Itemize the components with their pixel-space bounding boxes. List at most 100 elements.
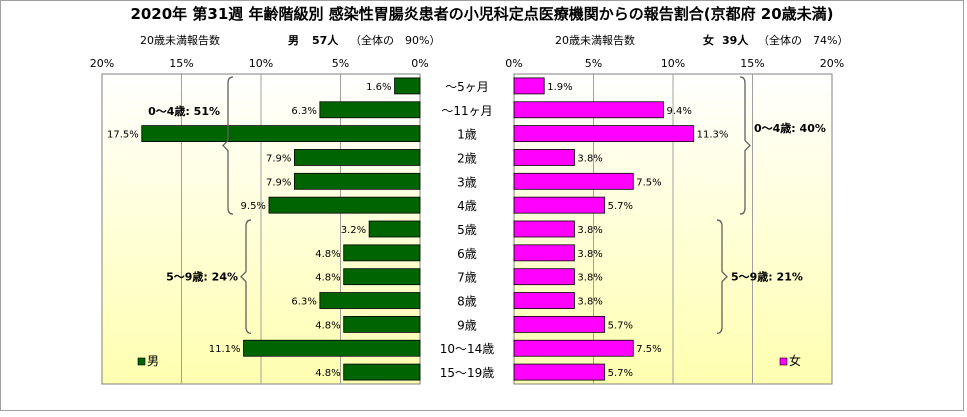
male-bar [268,196,421,214]
female-group-label: 5～9歳: 21% [731,270,803,284]
category-label: ～5ヶ月 [445,80,489,94]
category-label: 4歳 [457,199,477,213]
female-bar [513,244,575,262]
category-label: 8歳 [457,295,477,309]
male-bar [343,363,421,381]
male-bar [368,220,421,238]
male-bar [394,77,421,95]
male-header-subtitle: 20歳未満報告数 [140,34,220,47]
male-bar [319,101,421,119]
male-value-label: 3.2% [341,225,366,236]
female-bar [513,315,606,333]
category-label: 7歳 [457,271,477,285]
male-legend-swatch [137,357,146,366]
female-value-label: 3.8% [577,153,602,164]
male-bar [343,244,421,262]
female-tick-label: 15% [740,57,764,70]
male-bar [293,172,421,190]
category-label: 1歳 [457,128,477,142]
male-header-share: （全体の 90%） [350,33,440,47]
male-bar [343,268,421,286]
female-value-label: 9.4% [666,106,691,117]
category-label: 3歳 [457,175,477,189]
male-group-label: 5～9歳: 24% [166,270,238,284]
male-tick-label: 10% [249,57,273,70]
male-value-label: 7.9% [266,153,291,164]
female-legend-label: 女 [789,353,801,368]
female-panel: 0% 5% 10% 15% 20% 1.9% 9.4% 11.3% 3.8% 7.5% 5.7% 3.… [505,57,844,385]
female-header-subtitle: 20歳未満報告数 [555,34,635,47]
female-tick-label: 5% [585,57,602,70]
male-value-label: 17.5% [107,130,139,141]
female-bar [513,77,545,95]
male-panel: 20% 15% 10% 5% 0% 1.6% 6.3% 17.5% 7.9% 7.9% 9.5% 3.… [90,57,429,385]
female-value-label: 3.8% [577,297,602,308]
female-group-bracket [716,219,728,334]
male-value-label: 6.3% [291,297,316,308]
female-bar [513,339,634,357]
female-value-label: 5.7% [608,320,633,331]
female-header-count: 39人 [722,33,749,47]
category-label: ～11ヶ月 [441,104,492,118]
male-value-label: 4.8% [315,320,340,331]
female-legend-swatch [779,357,788,366]
male-value-label: 6.3% [291,106,316,117]
category-label: 6歳 [457,247,477,261]
male-value-label: 4.8% [315,273,340,284]
category-label: 9歳 [457,318,477,332]
male-value-label: 11.1% [209,344,241,355]
female-value-label: 3.8% [577,273,602,284]
female-bar [513,172,634,190]
male-bar [319,292,421,309]
female-bar [513,220,575,238]
male-tick-label: 0% [411,57,428,70]
male-header-label: 男 [288,34,299,47]
female-value-label: 3.8% [577,225,602,236]
male-value-label: 4.8% [315,368,340,379]
female-bar [513,101,664,119]
male-group-label: 0～4歳: 51% [148,104,220,118]
female-group-bracket [739,76,751,215]
female-value-label: 7.5% [636,177,661,188]
female-bar [513,149,575,166]
female-value-label: 1.9% [547,82,572,93]
category-labels: ～5ヶ月 ～11ヶ月 1歳 2歳 3歳 4歳 5歳 6歳 7歳 8歳 9歳 10～14歳 15～19歳 [440,80,495,380]
female-tick-label: 0% [505,57,522,70]
category-label: 5歳 [457,223,477,237]
male-tick-label: 20% [90,57,114,70]
male-value-label: 1.6% [366,82,391,93]
category-label: 2歳 [457,151,477,165]
female-value-label: 3.8% [577,249,602,260]
female-bar [513,292,575,309]
male-value-label: 4.8% [315,249,340,260]
female-value-label: 5.7% [608,201,633,212]
female-tick-label: 10% [661,57,685,70]
male-value-label: 7.9% [266,177,291,188]
female-value-label: 11.3% [697,130,729,141]
female-bar [513,125,695,143]
female-bar [513,268,575,286]
male-header-count: 57人 [312,33,339,47]
male-legend-label: 男 [147,354,159,368]
category-label: 10～14歳 [440,342,495,356]
female-header-label: 女 [703,33,714,47]
male-bar [141,125,421,143]
female-value-label: 7.5% [636,344,661,355]
female-group-label: 0～4歳: 40% [754,121,826,135]
female-header-share: （全体の 74%） [758,33,848,47]
male-value-label: 9.5% [241,201,266,212]
female-tick-label: 20% [820,57,844,70]
female-bar [513,196,606,214]
male-tick-label: 5% [332,57,349,70]
male-group-bracket [240,219,252,334]
chart-title: 2020年 第31週 年齢階級別 感染性胃腸炎患者の小児科定点医療機関からの報告… [130,5,833,23]
male-tick-label: 15% [169,57,193,70]
male-bar [343,315,421,333]
category-label: 15～19歳 [440,366,495,380]
female-value-label: 5.7% [608,368,633,379]
male-group-bracket [222,76,234,215]
male-bar [293,149,421,166]
female-bar [513,363,606,381]
